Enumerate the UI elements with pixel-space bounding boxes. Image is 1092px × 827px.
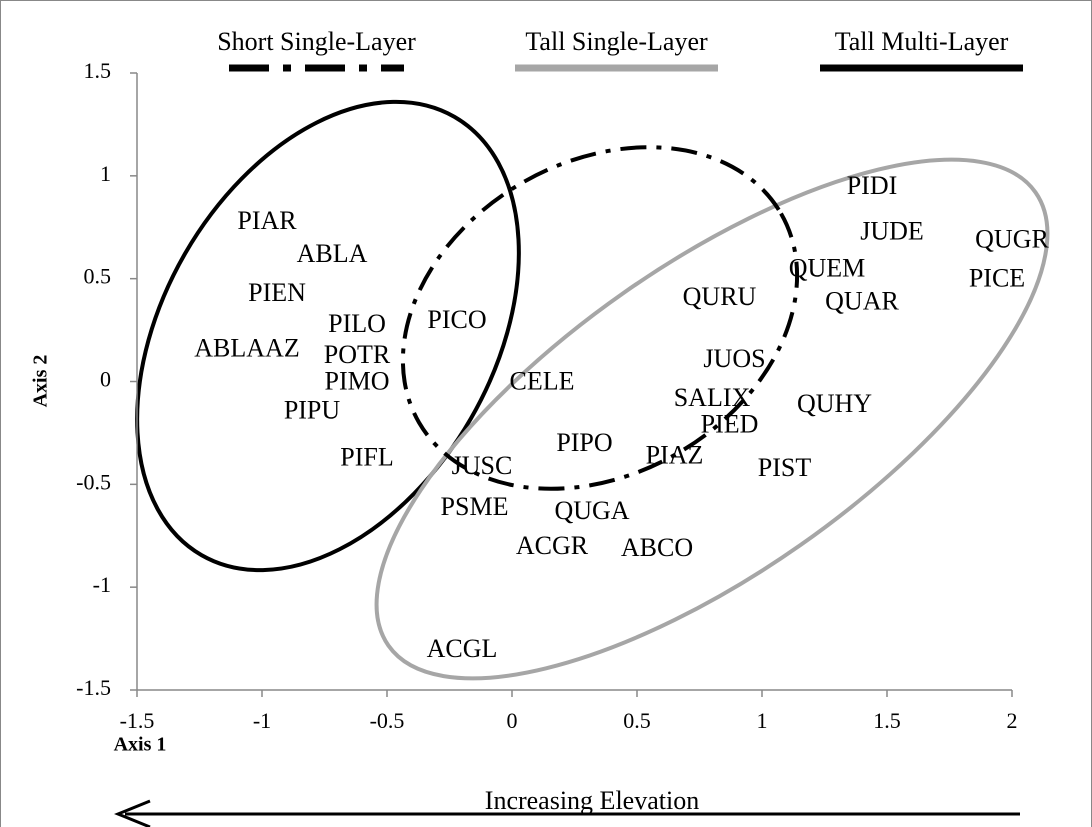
point-label: PICO (427, 305, 486, 334)
point-label: PILO (328, 309, 386, 338)
point-label: ACGL (427, 634, 498, 663)
x-axis-title: Axis 1 (114, 734, 167, 756)
y-axis-title: Axis 2 (30, 355, 52, 408)
point-label: POTR (324, 340, 391, 369)
legend-label: Tall Single-Layer (525, 27, 708, 56)
y-tick-label: -1.5 (76, 675, 111, 700)
y-tick-label: 0.5 (84, 264, 112, 289)
point-label: PICE (969, 264, 1025, 293)
point-label: ACGR (516, 531, 589, 560)
point-label: PIED (701, 410, 759, 439)
short-single-ellipse (400, 145, 800, 491)
x-tick-label: 2 (1007, 708, 1018, 733)
point-label: PIST (758, 453, 812, 482)
point-label: QUAR (825, 286, 899, 315)
point-label: PIPO (556, 428, 612, 457)
point-label: QUGA (554, 496, 629, 525)
point-label: PIAR (237, 206, 297, 235)
point-label: ABCO (621, 533, 693, 562)
annotation: Increasing Elevation (485, 786, 699, 815)
point-label: JUDE (860, 216, 924, 245)
y-tick-label: 1 (100, 161, 111, 186)
tall-single-ellipse (374, 157, 1050, 681)
point-label: JUOS (703, 344, 765, 373)
point-label: ABLAAZ (194, 334, 299, 363)
point-label: CELE (510, 367, 575, 396)
point-label: PIPU (284, 395, 341, 424)
x-tick-label: 1.5 (873, 708, 901, 733)
x-tick-label: -1 (253, 708, 271, 733)
y-tick-label: 0 (100, 367, 111, 392)
point-label: QUGR (975, 225, 1049, 254)
point-label: QURU (683, 282, 757, 311)
point-label: PIEN (248, 278, 306, 307)
y-tick-label: 1.5 (84, 58, 112, 83)
x-tick-label: -1.5 (120, 708, 155, 733)
point-label: QUEM (789, 253, 866, 282)
x-tick-label: 0.5 (623, 708, 651, 733)
legend-label: Tall Multi-Layer (835, 27, 1009, 56)
x-tick-label: -0.5 (370, 708, 405, 733)
arrow-head (114, 799, 151, 827)
point-label: PSME (441, 492, 509, 521)
y-tick-label: -0.5 (76, 469, 111, 494)
legend-label: Short Single-Layer (217, 27, 416, 56)
point-label: PIAZ (646, 441, 704, 470)
multi-layer-ellipse (135, 99, 521, 573)
point-label: PIFL (340, 443, 393, 472)
x-tick-label: 0 (507, 708, 518, 733)
point-label: QUHY (797, 389, 872, 418)
point-label: JUSC (452, 451, 513, 480)
y-tick-label: -1 (93, 572, 111, 597)
x-tick-label: 1 (757, 708, 768, 733)
point-label: SALIX (674, 383, 751, 412)
point-label: PIMO (324, 367, 389, 396)
point-label: ABLA (297, 239, 368, 268)
point-label: PIDI (847, 171, 898, 200)
